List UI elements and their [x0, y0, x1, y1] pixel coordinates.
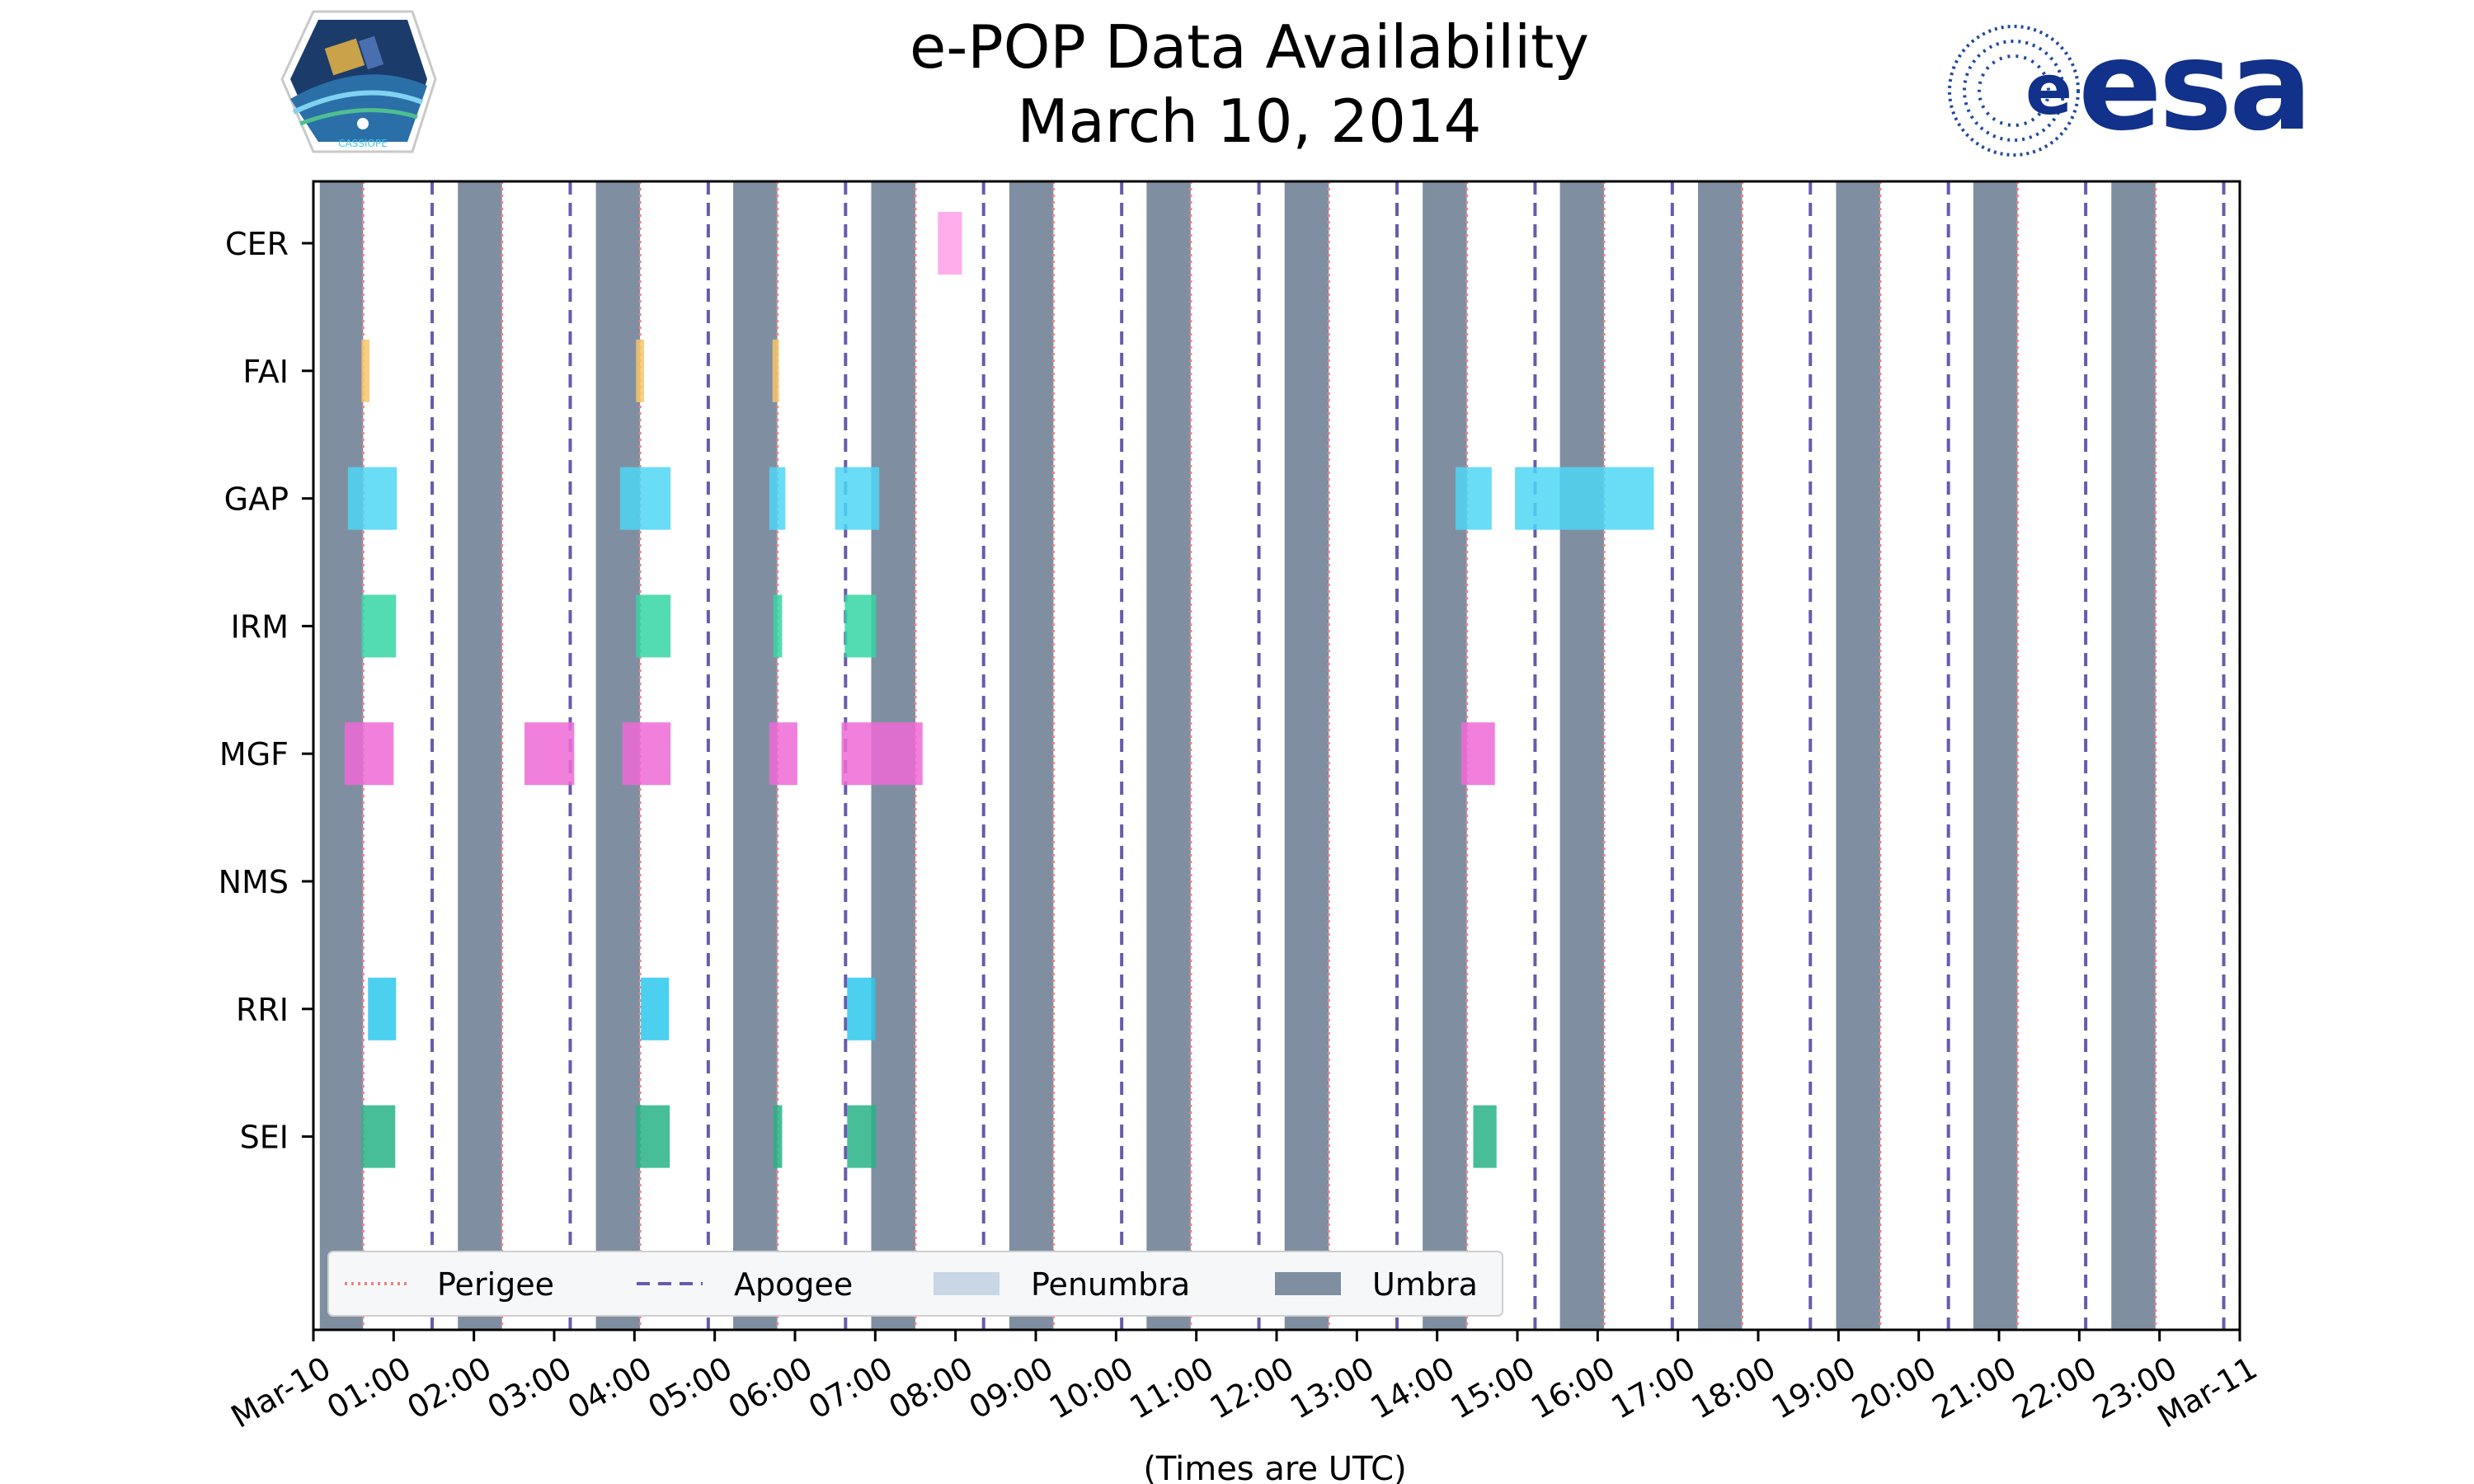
availability-bar-sei: [847, 1105, 877, 1168]
y-tick-label: SEI: [240, 1120, 289, 1156]
x-axis: Mar-1001:0002:0003:0004:0005:0006:0007:0…: [225, 1330, 2264, 1435]
y-tick-label: RRI: [236, 992, 289, 1028]
availability-bar-fai: [636, 339, 645, 402]
availability-bar-gap: [347, 467, 397, 530]
umbra-band: [1559, 181, 1605, 1330]
x-tick-label: 01:00: [321, 1350, 417, 1426]
availability-bar-gap: [1515, 467, 1654, 530]
chart-title-line2: March 10, 2014: [1018, 87, 1482, 156]
availability-bar-mgf: [1460, 722, 1495, 786]
availability-bar-mgf: [622, 722, 671, 786]
legend-label-penumbra: Penumbra: [1031, 1266, 1190, 1303]
availability-bar-mgf: [769, 722, 797, 786]
plot-area: CER FAI GAP IRM MGF NMS RRI SEI Mar-1001:0002:0…: [219, 180, 2264, 1435]
x-tick-label: 12:00: [1204, 1350, 1300, 1426]
umbra-band: [1009, 181, 1054, 1330]
y-tick-label: IRM: [231, 608, 289, 645]
y-axis: CER FAI GAP IRM MGF NMS RRI SEI: [219, 226, 313, 1156]
legend-label-umbra: Umbra: [1372, 1266, 1478, 1303]
availability-bar-rri: [368, 977, 397, 1040]
availability-bar-irm: [636, 594, 671, 658]
x-axis-label: (Times are UTC): [1143, 1450, 1406, 1484]
y-tick-label: FAI: [242, 354, 289, 390]
availability-bar-gap: [1456, 467, 1492, 530]
x-tick-label: 21:00: [1926, 1350, 2023, 1426]
umbra-band: [1284, 181, 1329, 1330]
x-tick-label: 10:00: [1043, 1350, 1140, 1426]
chart-title-line1: e-POP Data Availability: [910, 12, 1589, 82]
legend-box: [327, 1251, 1503, 1317]
x-tick-label: 20:00: [1846, 1350, 1942, 1426]
umbra-band: [1423, 181, 1467, 1330]
availability-bar-sei: [773, 1105, 783, 1168]
availability-bar-rri: [641, 977, 670, 1040]
availability-bar-sei: [636, 1105, 670, 1168]
x-tick-label: 16:00: [1525, 1350, 1621, 1426]
x-tick-label: 15:00: [1445, 1350, 1541, 1426]
esa-logo-label: esa: [2078, 15, 2309, 158]
legend: Perigee Apogee Penumbra Umbra: [327, 1251, 1503, 1317]
availability-bar-gap: [619, 467, 671, 530]
y-tick-label: GAP: [224, 481, 289, 518]
availability-bars: [344, 212, 1654, 1168]
x-tick-label: 05:00: [642, 1350, 738, 1426]
availability-bar-gap: [835, 467, 880, 530]
availability-bar-mgf: [344, 722, 394, 786]
x-tick-label: 18:00: [1686, 1350, 1782, 1426]
availability-bar-irm: [773, 594, 783, 658]
x-tick-label: 03:00: [482, 1350, 578, 1426]
legend-label-perigee: Perigee: [437, 1266, 554, 1303]
availability-bar-sei: [1473, 1105, 1497, 1168]
x-tick-label: 17:00: [1605, 1350, 1701, 1426]
availability-bar-mgf: [841, 722, 923, 786]
x-tick-label: 07:00: [802, 1350, 899, 1426]
x-tick-label: 14:00: [1364, 1350, 1460, 1426]
cassiope-logo-label: CASSIOPE: [338, 138, 388, 149]
cassiope-logo: CASSIOPE: [280, 10, 437, 153]
x-tick-label: 13:00: [1284, 1350, 1380, 1426]
umbra-band: [1698, 181, 1743, 1330]
availability-bar-mgf: [524, 722, 575, 786]
x-tick-label: 09:00: [963, 1350, 1060, 1426]
availability-bar-sei: [361, 1105, 396, 1168]
availability-bar-fai: [772, 339, 779, 402]
availability-bar-irm: [361, 594, 397, 658]
y-tick-label: MGF: [219, 736, 289, 773]
availability-bar-fai: [361, 339, 370, 402]
x-tick-label: 11:00: [1123, 1350, 1220, 1426]
x-tick-label: 08:00: [882, 1350, 979, 1426]
availability-bar-irm: [844, 594, 877, 658]
esa-logo: e esa: [1948, 15, 2312, 158]
y-tick-label: CER: [225, 226, 289, 262]
legend-label-apogee: Apogee: [734, 1266, 853, 1303]
availability-bar-rri: [847, 977, 876, 1040]
svg-text:e: e: [2025, 49, 2072, 130]
x-tick-label: 04:00: [562, 1350, 658, 1426]
legend-swatch-penumbra: [934, 1272, 999, 1295]
availability-bar-gap: [769, 467, 786, 530]
x-tick-label: 06:00: [722, 1350, 819, 1426]
umbra-band: [458, 181, 502, 1330]
umbra-band: [1973, 181, 2018, 1330]
x-tick-label: Mar-10: [225, 1350, 337, 1435]
y-tick-label: NMS: [219, 864, 289, 900]
umbra-band: [1146, 181, 1191, 1330]
availability-bar-cer: [938, 212, 962, 275]
x-tick-label: 19:00: [1766, 1350, 1862, 1426]
x-tick-label: 02:00: [401, 1350, 497, 1426]
umbra-band: [2111, 181, 2156, 1330]
legend-swatch-umbra: [1275, 1272, 1341, 1295]
umbra-band: [1836, 181, 1880, 1330]
x-tick-label: 22:00: [2006, 1350, 2103, 1426]
